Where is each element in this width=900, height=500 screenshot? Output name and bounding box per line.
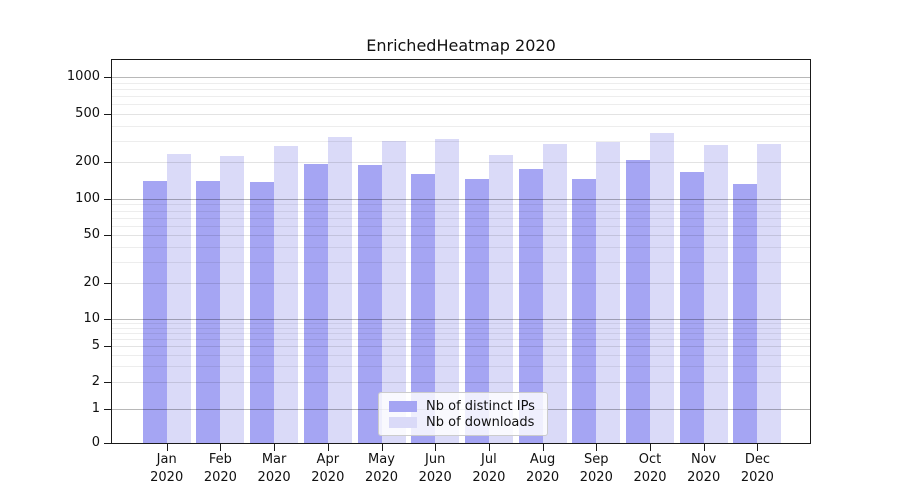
gridline-3 (112, 366, 810, 367)
bar-sep-distinct-ips (572, 178, 597, 443)
chart-title: EnrichedHeatmap 2020 (366, 36, 556, 55)
gridline-8 (112, 328, 810, 329)
x-tick-dec (757, 444, 759, 451)
x-tick-aug (542, 444, 544, 451)
x-tick-label-mar: Mar 2020 (257, 452, 291, 485)
x-tick-jul (488, 444, 490, 451)
y-tick-1000 (104, 77, 111, 78)
y-tick-label-0: 0 (91, 435, 100, 450)
x-tick-label-sep: Sep 2020 (579, 452, 613, 485)
x-tick-may (381, 444, 383, 451)
gridline-900 (112, 83, 810, 84)
gridline-80 (112, 211, 810, 212)
gridline-40 (112, 247, 810, 248)
y-tick-label-200: 200 (75, 154, 100, 170)
y-tick-label-1000: 1000 (66, 69, 100, 84)
bar-jan-distinct-ips (142, 181, 167, 443)
bar-dec-distinct-ips (733, 183, 758, 443)
x-tick-label-feb: Feb 2020 (203, 452, 237, 485)
y-tick-label-500: 500 (75, 105, 100, 121)
gridline-1000 (112, 77, 810, 78)
bar-oct-distinct-ips (626, 159, 650, 443)
gridline-60 (112, 226, 810, 227)
gridline-5 (112, 346, 810, 347)
bar-nov-downloads (703, 145, 728, 443)
legend-label-distinct-ips: Nb of distinct IPs (426, 398, 535, 414)
y-tick-label-2: 2 (91, 373, 100, 389)
y-tick-5 (104, 346, 111, 348)
bar-jan-downloads (166, 153, 191, 443)
x-tick-label-jan: Jan 2020 (150, 452, 184, 485)
x-tick-jun (435, 444, 437, 451)
y-tick-1 (104, 409, 111, 410)
bar-mar-distinct-ips (250, 181, 275, 443)
bar-mar-downloads (274, 146, 299, 443)
y-tick-50 (104, 235, 111, 237)
gridline-600 (112, 104, 810, 105)
gridline-200 (112, 162, 810, 163)
x-tick-oct (650, 444, 651, 451)
x-tick-label-nov: Nov 2020 (687, 452, 721, 485)
x-tick-label-apr: Apr 2020 (311, 452, 345, 485)
y-tick-label-100: 100 (75, 191, 100, 206)
bar-feb-downloads (220, 156, 245, 443)
x-tick-label-jul: Jul 2020 (472, 452, 506, 485)
gridline-7 (112, 333, 810, 334)
x-tick-label-jun: Jun 2020 (418, 452, 452, 485)
y-tick-label-1: 1 (91, 401, 100, 416)
gridline-70 (112, 218, 810, 219)
x-tick-nov (703, 444, 705, 451)
legend-row-distinct-ips: Nb of distinct IPs (389, 398, 537, 414)
bar-may-distinct-ips (357, 164, 382, 443)
x-tick-feb (220, 444, 222, 451)
y-tick-2 (104, 381, 111, 383)
gridline-20 (112, 283, 810, 284)
gridline-4 (112, 355, 810, 356)
x-tick-mar (274, 444, 276, 451)
gridline-9 (112, 323, 810, 324)
gridline-30 (112, 262, 810, 263)
legend-swatch-distinct-ips (389, 400, 417, 412)
bar-oct-downloads (650, 132, 674, 443)
gridline-2 (112, 382, 810, 383)
gridline-300 (112, 141, 810, 142)
gridline-10 (112, 319, 810, 320)
y-tick-label-20: 20 (83, 274, 100, 290)
legend-swatch-downloads (389, 416, 417, 428)
y-tick-500 (104, 113, 111, 115)
x-tick-sep (596, 444, 598, 451)
y-tick-label-10: 10 (83, 311, 100, 326)
x-tick-label-dec: Dec 2020 (740, 452, 774, 485)
gridline-700 (112, 96, 810, 97)
y-tick-0 (104, 443, 111, 444)
y-tick-200 (104, 162, 111, 164)
bar-apr-distinct-ips (303, 163, 328, 443)
x-tick-label-aug: Aug 2020 (526, 452, 560, 485)
gridline-90 (112, 204, 810, 205)
bar-feb-distinct-ips (196, 181, 221, 443)
x-tick-label-oct: Oct 2020 (633, 452, 667, 485)
bar-apr-downloads (327, 136, 352, 443)
y-tick-100 (104, 199, 111, 200)
y-tick-label-5: 5 (91, 338, 100, 354)
bar-sep-downloads (596, 141, 621, 443)
legend: Nb of distinct IPs Nb of downloads (378, 392, 548, 436)
x-tick-label-may: May 2020 (364, 452, 399, 485)
gridline-500 (112, 114, 810, 115)
gridline-6 (112, 339, 810, 340)
y-tick-20 (104, 282, 111, 284)
bar-dec-downloads (757, 144, 782, 443)
y-tick-label-50: 50 (83, 227, 100, 243)
legend-row-downloads: Nb of downloads (389, 414, 537, 430)
y-tick-10 (104, 319, 111, 320)
gridline-800 (112, 89, 810, 90)
gridline-100 (112, 199, 810, 200)
gridline-400 (112, 126, 810, 127)
x-tick-jan (166, 444, 168, 451)
bar-nov-distinct-ips (679, 172, 704, 443)
legend-label-downloads: Nb of downloads (426, 414, 535, 430)
x-tick-apr (327, 444, 329, 451)
gridline-50 (112, 235, 810, 236)
